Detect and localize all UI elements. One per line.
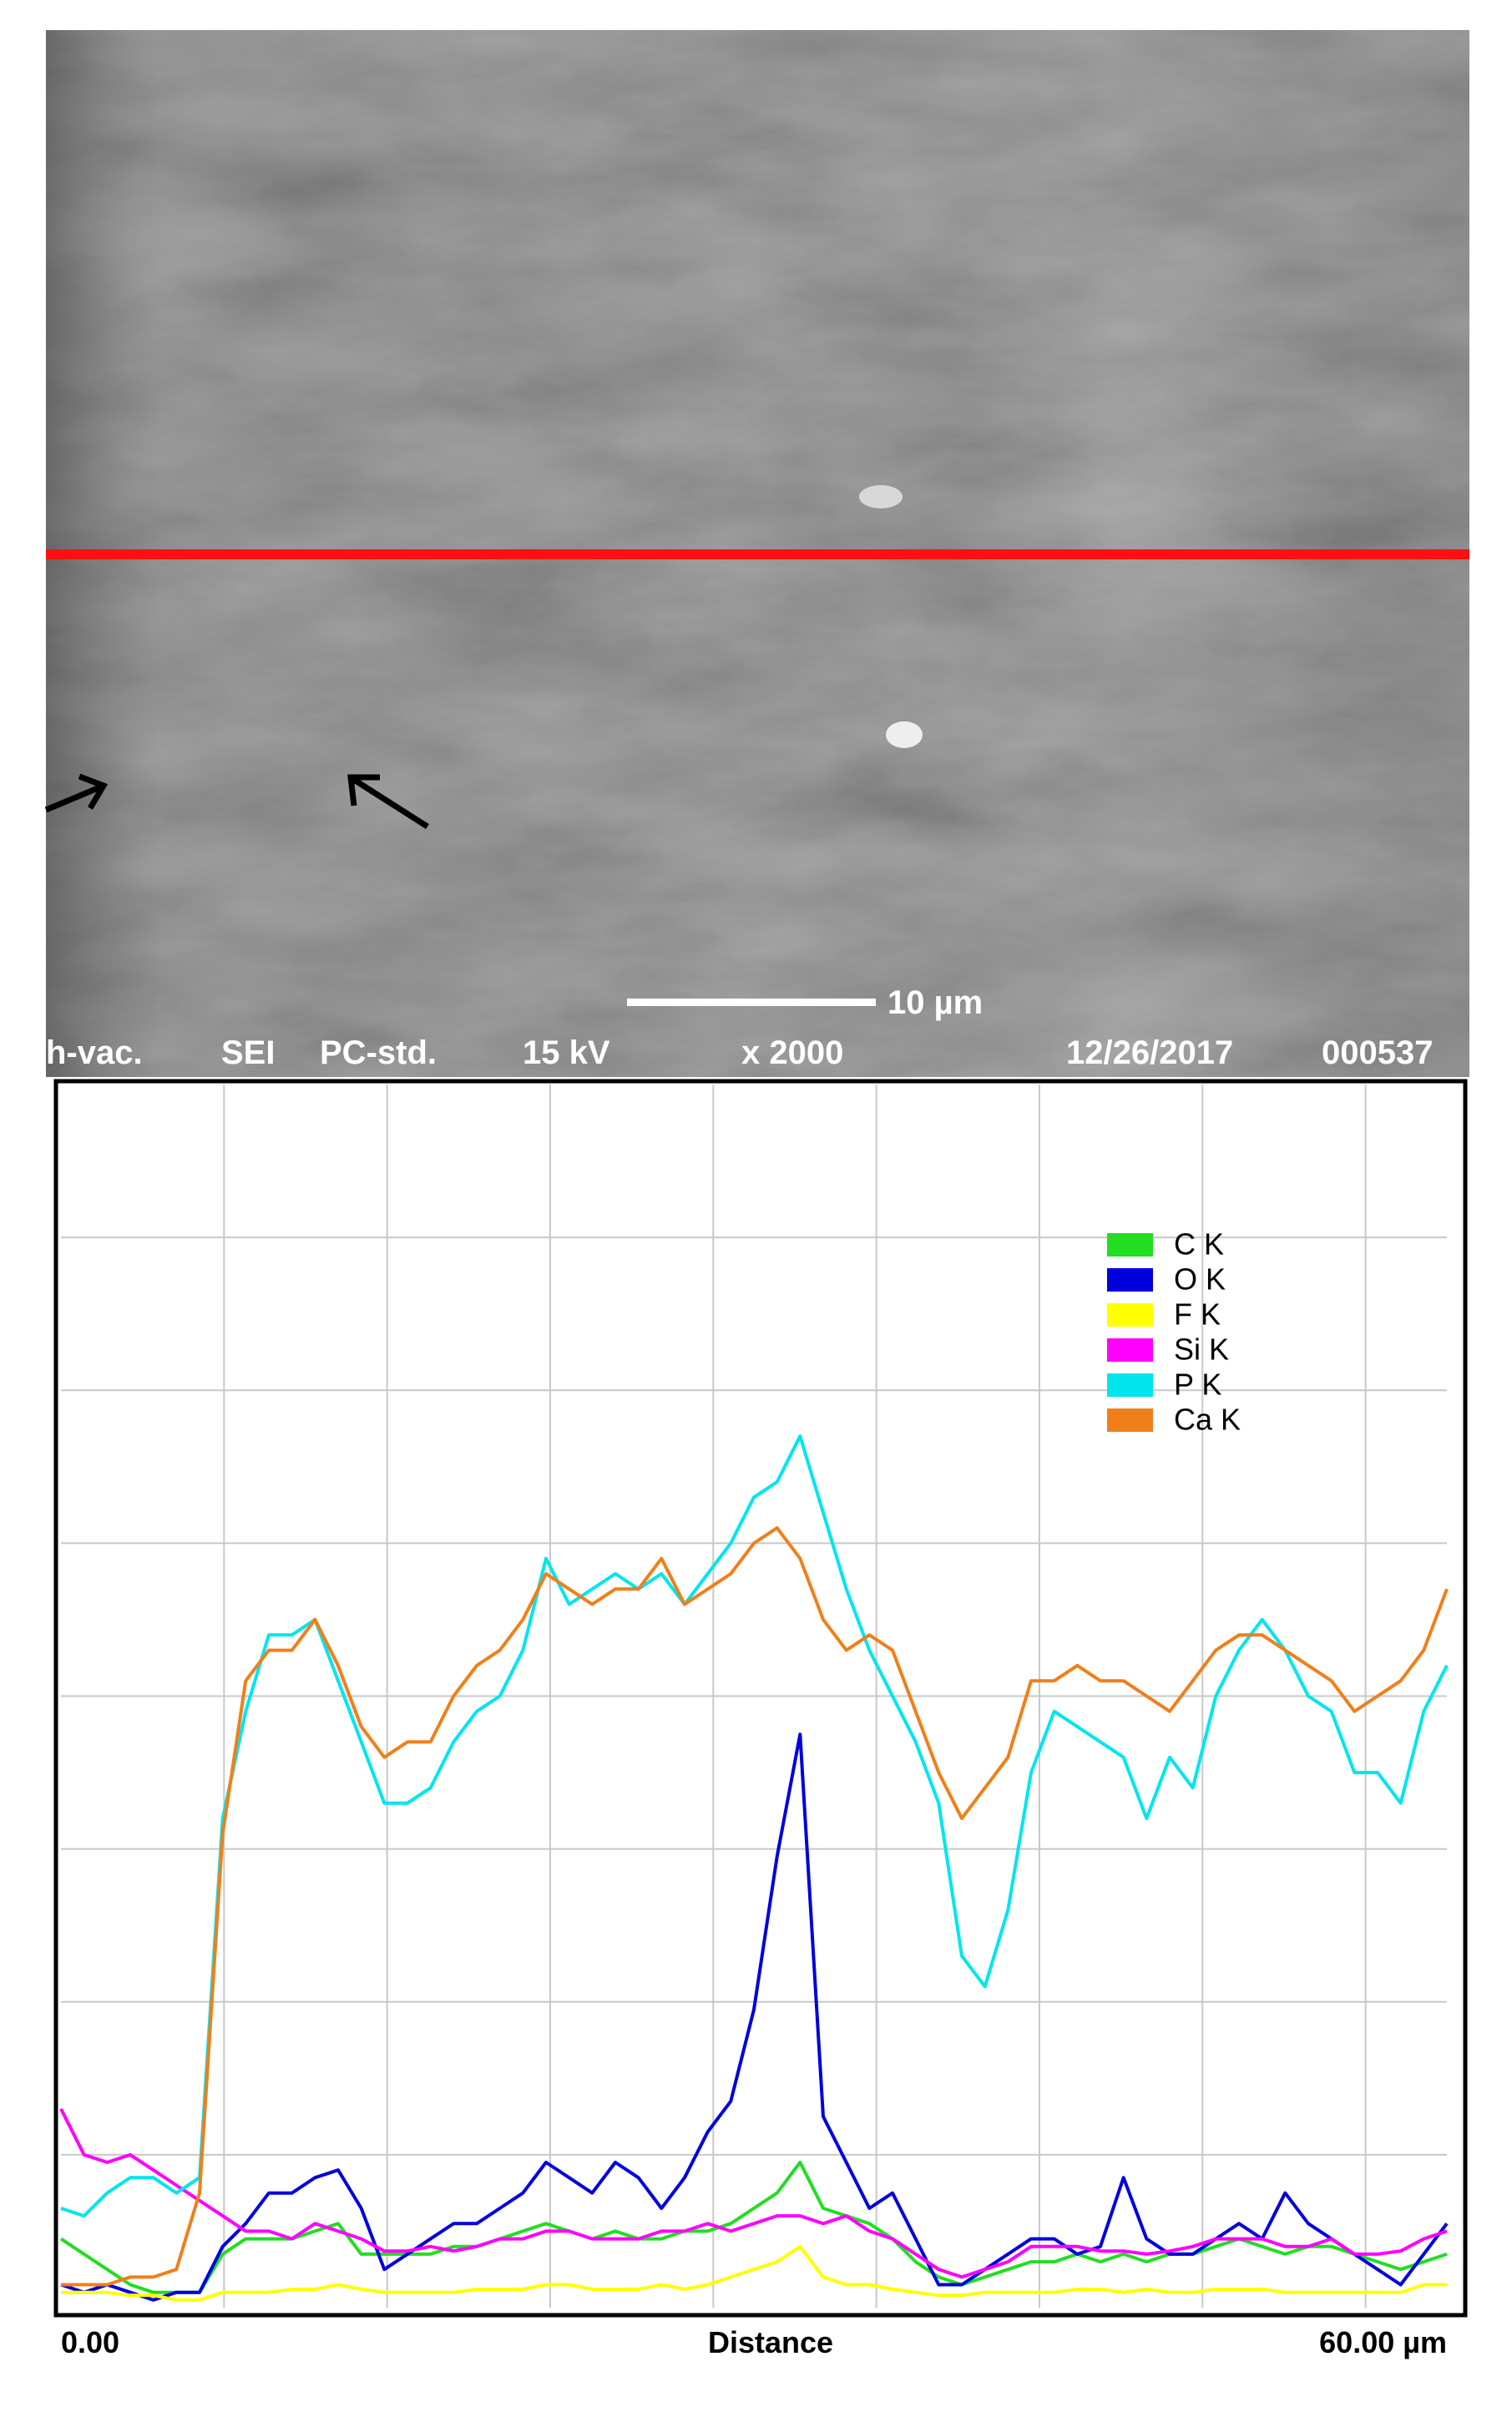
legend-label: Ca K (1174, 1403, 1241, 1437)
sem-info: h-vac. (46, 1034, 143, 1071)
sem-image: 10 µm h-vac. SEI PC-std. 15 kV x 2000 12/26/2… (44, 30, 1469, 1077)
chart-frame (53, 1079, 1468, 2318)
chart: 0.00 60.00 µm Distance C KO KF KSi KP KCa K (59, 1085, 1449, 2359)
series-line (59, 2108, 1448, 2279)
legend-label: P K (1174, 1368, 1221, 1402)
sem-info: SEI (221, 1034, 275, 1071)
arrow-head (78, 773, 109, 810)
scale-bar (627, 999, 876, 1006)
legend-label: C K (1174, 1227, 1224, 1262)
legend-swatch (1107, 1233, 1153, 1257)
legend-swatch (1107, 1338, 1153, 1362)
legend-label: O K (1174, 1262, 1226, 1297)
particle (859, 485, 903, 508)
scan-line (46, 549, 1469, 559)
x-axis-label: Distance (708, 2325, 833, 2359)
sem-info: 12/26/2017 (1066, 1034, 1233, 1071)
series-line (61, 2244, 1447, 2302)
series-line (61, 1526, 1449, 2287)
legend-label: Si K (1174, 1332, 1229, 1367)
scale-label: 10 µm (887, 984, 983, 1021)
series-line (60, 1434, 1449, 2218)
legend-label: F K (1174, 1297, 1221, 1332)
legend-swatch (1107, 1268, 1153, 1292)
legend-swatch (1107, 1373, 1153, 1397)
particle (886, 721, 923, 748)
sem-info: PC-std. (320, 1034, 437, 1071)
sem-info: x 2000 (741, 1034, 843, 1071)
arrow (44, 783, 104, 813)
legend-swatch (1107, 1303, 1153, 1327)
x-tick-label: 60.00 µm (1319, 2325, 1447, 2359)
legend: C KO KF KSi KP KCa K (1107, 1227, 1241, 1437)
legend-swatch (1107, 1408, 1153, 1432)
sem-info: 000537 (1322, 1034, 1433, 1071)
arrow-head (347, 774, 380, 807)
arrow (352, 777, 429, 829)
x-tick-label: 0.00 (61, 2325, 119, 2359)
sem-info: 15 kV (523, 1034, 610, 1071)
arrows (44, 773, 429, 829)
